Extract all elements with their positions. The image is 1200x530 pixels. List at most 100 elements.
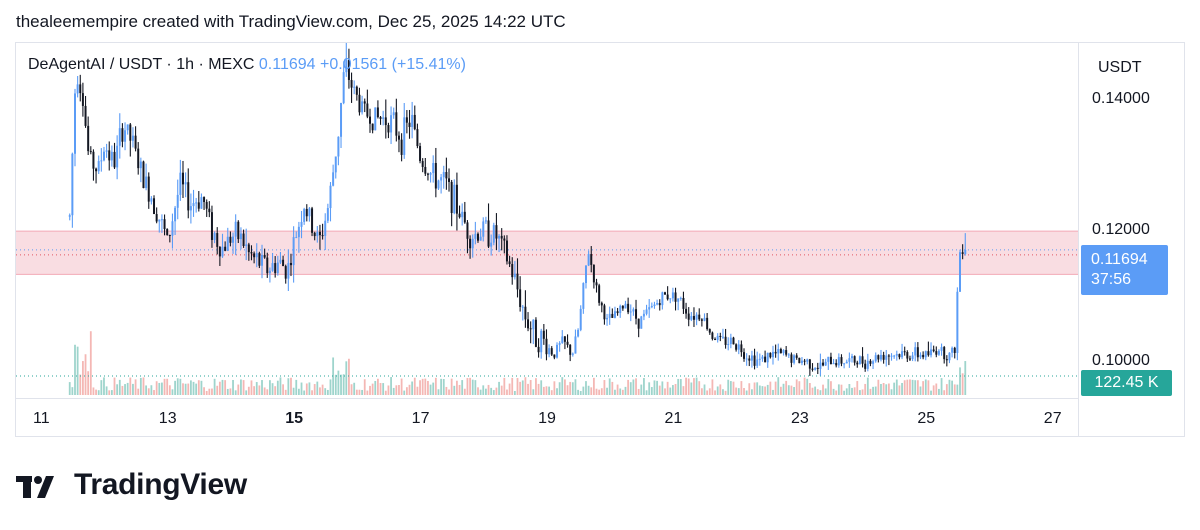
- candle-body: [118, 128, 121, 146]
- volume-bar: [548, 386, 551, 395]
- volume-bar: [837, 384, 840, 395]
- candle-body: [906, 352, 909, 359]
- candle-body: [948, 352, 951, 361]
- candle-body: [176, 194, 179, 208]
- volume-bar: [822, 384, 824, 395]
- volume-bar: [650, 387, 653, 395]
- volume-bar: [690, 382, 693, 395]
- volume-bar: [506, 389, 508, 395]
- candle-body: [274, 263, 277, 274]
- volume-bar: [498, 381, 500, 395]
- candle-body: [413, 114, 416, 130]
- volume-bar: [284, 389, 287, 395]
- volume-bar: [582, 386, 585, 395]
- volume-bar: [340, 374, 342, 395]
- volume-bar: [432, 382, 435, 395]
- volume-bar: [82, 361, 84, 395]
- volume-bar: [898, 385, 901, 395]
- candle-body: [914, 347, 917, 356]
- volume-bar: [719, 384, 722, 395]
- candle-body: [229, 236, 232, 243]
- candle-body: [303, 208, 306, 222]
- candle-body: [263, 254, 266, 258]
- candle-body: [163, 219, 166, 230]
- candle-body: [698, 314, 701, 320]
- candle-body: [534, 319, 537, 347]
- volume-bar: [529, 380, 532, 395]
- volume-bar: [901, 382, 903, 395]
- volume-bar: [790, 385, 793, 395]
- candle-body: [371, 123, 374, 131]
- volume-bar: [361, 389, 363, 395]
- candle-body: [210, 212, 213, 240]
- candle-body: [382, 117, 385, 119]
- candle-body: [142, 161, 145, 189]
- candle-body: [745, 358, 748, 360]
- candle-body: [598, 285, 601, 303]
- candle-body: [308, 208, 311, 217]
- volume-bar: [603, 380, 606, 395]
- candle-body: [856, 362, 859, 365]
- volume-bar: [864, 383, 867, 395]
- candle-body: [408, 122, 411, 128]
- candle-body: [961, 252, 964, 254]
- candle-body: [479, 236, 482, 241]
- volume-bar: [345, 361, 348, 395]
- candle-body: [632, 309, 635, 312]
- volume-bar: [479, 389, 482, 395]
- volume-bar: [648, 382, 651, 395]
- volume-bar: [827, 379, 830, 395]
- volume-bar: [166, 378, 169, 395]
- volume-bar: [145, 385, 148, 395]
- candle-body: [498, 235, 501, 239]
- candle-body: [76, 84, 79, 94]
- candle-body: [158, 219, 161, 222]
- volume-bar: [624, 386, 627, 395]
- candle-body: [719, 335, 722, 337]
- candle-body: [355, 86, 358, 95]
- volume-bar: [392, 387, 395, 395]
- candle-body: [553, 354, 556, 358]
- candle-body: [887, 355, 890, 357]
- volume-bar: [724, 390, 727, 395]
- candle-body: [455, 184, 458, 214]
- volume-bar: [466, 378, 469, 395]
- candle-body: [872, 361, 875, 364]
- time-scale-divider: [15, 398, 1079, 399]
- volume-bar: [195, 383, 198, 395]
- candle-body: [353, 86, 356, 88]
- volume-bar: [880, 384, 882, 395]
- symbol-legend[interactable]: DeAgentAI / USDT · 1h · MEXC 0.11694 +0.…: [28, 56, 466, 74]
- candle-body: [677, 298, 680, 302]
- price-scale-currency[interactable]: USDT: [1098, 59, 1142, 76]
- candle-body: [124, 130, 127, 142]
- volume-bar: [766, 384, 769, 395]
- volume-bar: [400, 378, 403, 395]
- volume-bar: [830, 381, 832, 395]
- candle-body: [703, 317, 706, 321]
- candle-body: [245, 244, 248, 246]
- candle-body: [911, 355, 914, 360]
- volume-bar: [540, 380, 543, 395]
- candle-body: [895, 354, 898, 356]
- volume-bar: [859, 390, 861, 395]
- volume-bar: [861, 389, 864, 395]
- candle-body: [866, 360, 869, 369]
- candle-body: [606, 317, 609, 320]
- candlestick-chart[interactable]: [16, 43, 1078, 397]
- candle-body: [616, 311, 619, 314]
- volume-bar: [382, 383, 385, 395]
- candle-body: [777, 349, 780, 354]
- symbol-info[interactable]: DeAgentAI / USDT · 1h · MEXC: [28, 56, 255, 73]
- volume-bar: [279, 377, 282, 395]
- volume-bar: [619, 388, 622, 395]
- candle-body: [806, 359, 809, 362]
- volume-bar: [758, 385, 761, 395]
- resistance-zone: [16, 231, 1078, 275]
- volume-bar: [419, 380, 421, 395]
- candle-body: [171, 221, 174, 236]
- volume-bar: [779, 386, 782, 395]
- candle-body: [951, 347, 954, 353]
- candle-body: [261, 254, 264, 266]
- bar-countdown: 37:56: [1091, 271, 1132, 288]
